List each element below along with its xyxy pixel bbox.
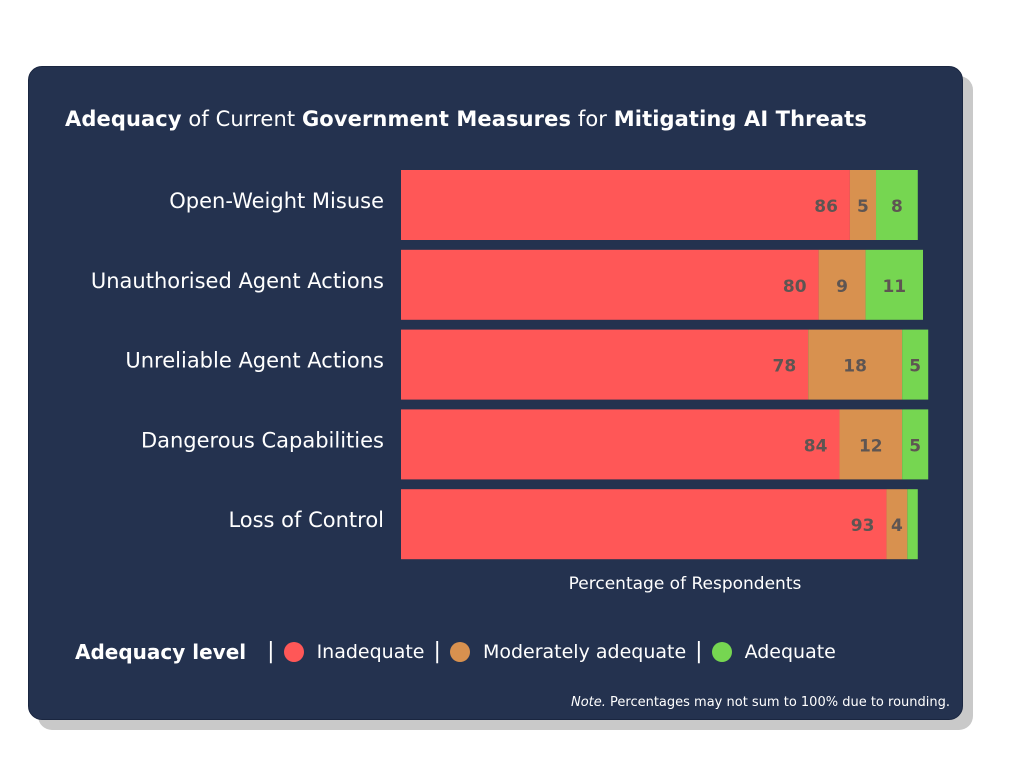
data-label-adequate-unreliable-agent-actions: 5 — [909, 357, 921, 377]
legend-label-moderately-adequate: Moderately adequate — [482, 640, 687, 663]
data-label-moderately-adequate-open-weight-misuse: 5 — [857, 197, 869, 217]
title-part-government-measures: Government Measures — [301, 107, 572, 131]
bar-inadequate-unreliable-agent-actions — [401, 329, 809, 400]
data-label-moderately-adequate-dangerous-capabilities: 12 — [859, 436, 883, 456]
footnote: Note. Percentages may not sum to 100% du… — [571, 695, 950, 710]
bar-adequate-open-weight-misuse — [876, 170, 918, 240]
data-label-inadequate-loss-of-control: 93 — [851, 516, 875, 536]
data-label-moderately-adequate-loss-of-control: 4 — [891, 516, 903, 536]
chart-title: Adequacy of Current Government Measures … — [65, 107, 867, 131]
legend-separator: | — [695, 639, 703, 664]
legend: Adequacy level | Inadequate | Moderately… — [75, 639, 836, 664]
category-label-loss-of-control: Loss of Control — [228, 508, 384, 532]
bar-inadequate-dangerous-capabilities — [401, 409, 840, 480]
stacked-bar-chart: Open-Weight Misuse 86 5 8 Unauthorised Agent… — [91, 170, 929, 594]
legend-item-inadequate: Inadequate — [283, 640, 425, 663]
category-label-dangerous-capabilities: Dangerous Capabilities — [141, 428, 384, 452]
bar-moderately-adequate-unauthorised-agent-actions — [818, 249, 866, 320]
bar-moderately-adequate-loss-of-control — [886, 489, 908, 560]
bar-moderately-adequate-open-weight-misuse — [849, 170, 877, 240]
data-label-adequate-unauthorised-agent-actions: 11 — [882, 277, 906, 297]
data-label-inadequate-unreliable-agent-actions: 78 — [772, 357, 796, 377]
bar-adequate-unreliable-agent-actions — [902, 329, 929, 400]
bar-inadequate-open-weight-misuse — [401, 170, 850, 240]
data-label-adequate-open-weight-misuse: 8 — [891, 197, 903, 217]
chart-card: Adequacy of Current Government Measures … — [28, 66, 963, 720]
legend-separator: | — [433, 639, 441, 664]
bar-moderately-adequate-dangerous-capabilities — [839, 409, 903, 480]
bar-adequate-loss-of-control — [907, 489, 918, 560]
legend-separator: | — [267, 639, 275, 664]
data-label-inadequate-dangerous-capabilities: 84 — [804, 436, 828, 456]
footnote-prefix: Note. — [570, 695, 606, 710]
legend-swatch-inadequate — [283, 641, 304, 662]
title-part-mitigating-ai-threats: Mitigating AI Threats — [613, 107, 867, 131]
title-part-adequacy: Adequacy — [65, 107, 182, 131]
data-label-inadequate-open-weight-misuse: 86 — [814, 197, 838, 217]
x-axis-label: Percentage of Respondents — [569, 574, 802, 594]
legend-swatch-adequate — [711, 641, 732, 662]
title-part-of-current: of Current — [181, 107, 302, 131]
data-label-moderately-adequate-unreliable-agent-actions: 18 — [843, 357, 867, 377]
category-label-unreliable-agent-actions: Unreliable Agent Actions — [125, 349, 384, 373]
data-label-inadequate-unauthorised-agent-actions: 80 — [783, 277, 807, 297]
legend-item-adequate: Adequate — [711, 640, 836, 663]
bar-inadequate-loss-of-control — [401, 489, 887, 560]
footnote-text: Percentages may not sum to 100% due to r… — [605, 695, 950, 710]
category-label-open-weight-misuse: Open-Weight Misuse — [169, 189, 384, 213]
bar-adequate-unauthorised-agent-actions — [865, 249, 923, 320]
title-part-for: for — [571, 107, 614, 131]
category-label-unauthorised-agent-actions: Unauthorised Agent Actions — [91, 269, 384, 293]
legend-swatch-moderately-adequate — [449, 641, 470, 662]
bar-adequate-dangerous-capabilities — [902, 409, 929, 480]
legend-item-moderately-adequate: Moderately adequate — [449, 640, 687, 663]
bar-inadequate-unauthorised-agent-actions — [401, 249, 819, 320]
data-label-moderately-adequate-unauthorised-agent-actions: 9 — [836, 277, 848, 297]
legend-title: Adequacy level — [75, 639, 247, 664]
bar-moderately-adequate-unreliable-agent-actions — [808, 329, 903, 400]
legend-label-inadequate: Inadequate — [316, 640, 425, 663]
legend-label-adequate: Adequate — [744, 640, 836, 663]
data-label-adequate-dangerous-capabilities: 5 — [909, 436, 921, 456]
